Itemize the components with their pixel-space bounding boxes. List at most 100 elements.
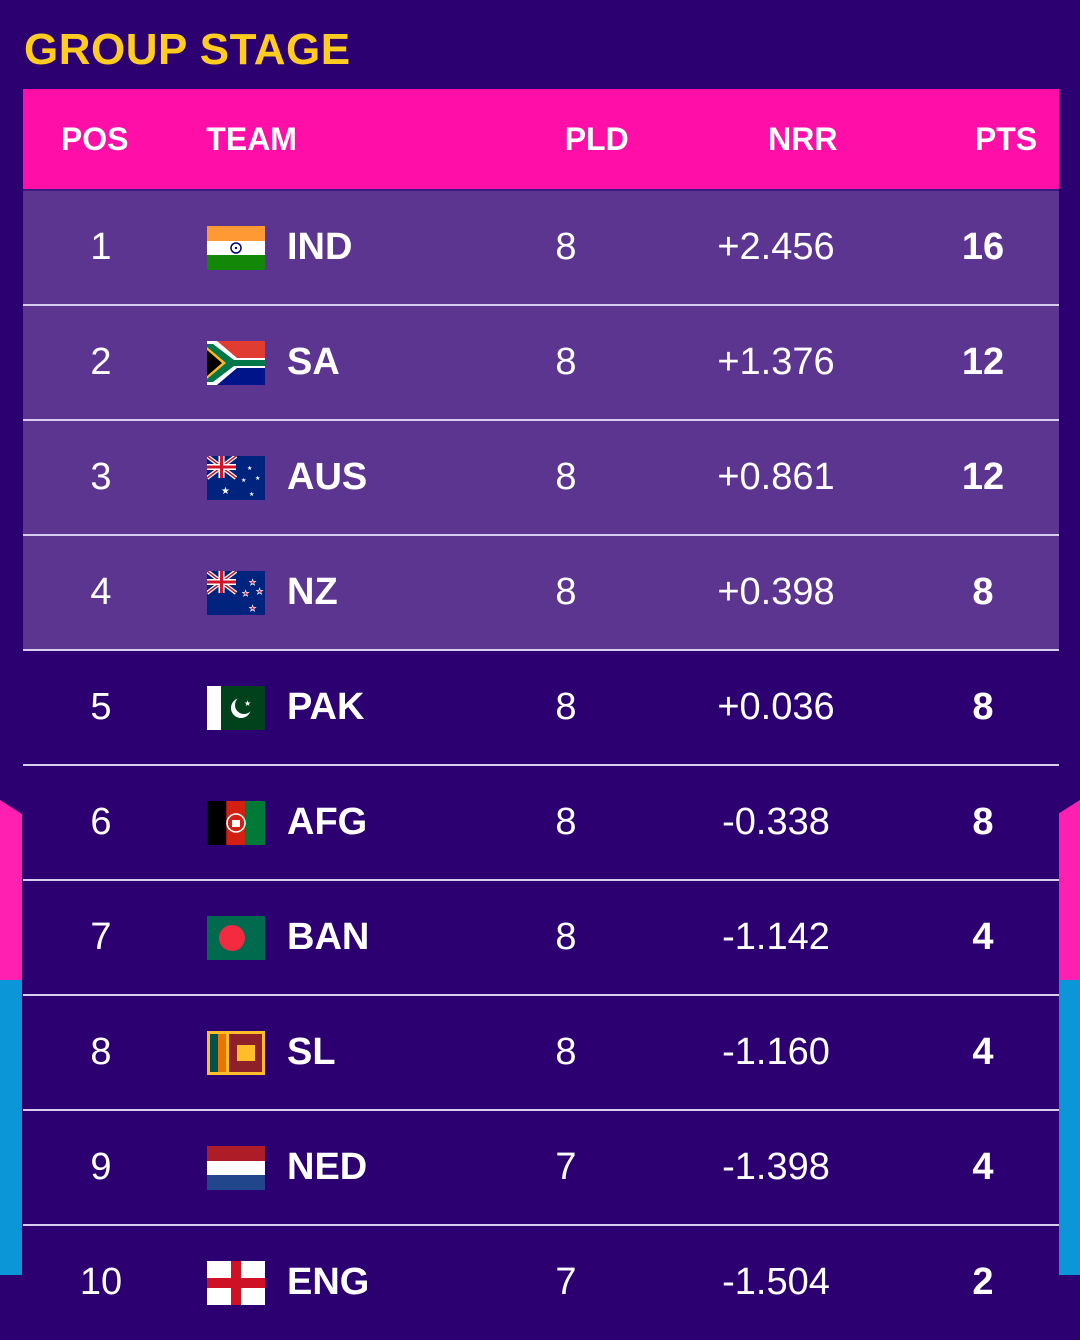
team-name: BAN bbox=[287, 916, 370, 958]
svg-text:★: ★ bbox=[249, 578, 256, 587]
row-team: NED bbox=[179, 1145, 509, 1190]
row-team: ★ ★ ★ ★ ★ AUS bbox=[179, 455, 509, 500]
row-pos: 1 bbox=[90, 226, 112, 268]
south-africa-flag-icon bbox=[207, 340, 265, 385]
right-accent-pink bbox=[1058, 800, 1080, 980]
table-row[interactable]: 5 ★ PAK 8 +0.036 8 bbox=[23, 651, 1059, 766]
row-pld: 8 bbox=[555, 341, 577, 383]
table-row[interactable]: 2 SA 8 +1.376 12 bbox=[23, 306, 1059, 421]
team-name: AUS bbox=[287, 456, 368, 498]
row-pts: 2 bbox=[972, 1261, 994, 1303]
row-nrr: +0.861 bbox=[717, 456, 835, 498]
row-pos: 10 bbox=[79, 1261, 123, 1303]
column-header-nrr: NRR bbox=[768, 120, 838, 157]
row-nrr: +2.456 bbox=[717, 226, 835, 268]
row-nrr: -1.398 bbox=[722, 1146, 830, 1188]
column-header-pts: PTS bbox=[974, 120, 1038, 157]
table-row[interactable]: 4 ★ ★ ★ ★ NZ 8 +0.398 8 bbox=[23, 536, 1059, 651]
svg-text:★: ★ bbox=[255, 475, 260, 482]
team-name: AFG bbox=[287, 801, 368, 843]
row-pos: 7 bbox=[90, 916, 112, 958]
row-pld: 8 bbox=[555, 1031, 577, 1073]
table-header: POS TEAM PLD NRR PTS bbox=[23, 89, 1059, 191]
team-name: IND bbox=[287, 226, 353, 268]
row-team: ENG bbox=[179, 1260, 509, 1305]
row-pts: 8 bbox=[972, 686, 994, 728]
row-pos: 3 bbox=[90, 456, 112, 498]
netherlands-flag-icon bbox=[207, 1145, 265, 1190]
row-nrr: +1.376 bbox=[717, 341, 835, 383]
team-name: PAK bbox=[287, 686, 365, 728]
row-pts: 4 bbox=[972, 916, 994, 958]
india-flag-icon bbox=[207, 225, 265, 270]
row-team: SL bbox=[179, 1030, 509, 1075]
row-team: ★ ★ ★ ★ NZ bbox=[179, 570, 509, 615]
row-team: ★ PAK bbox=[179, 685, 509, 730]
pakistan-flag-icon: ★ bbox=[207, 685, 265, 730]
row-nrr: -1.504 bbox=[722, 1261, 830, 1303]
table-row[interactable]: 7 BAN 8 -1.142 4 bbox=[23, 881, 1059, 996]
table-row[interactable]: 6 AFG 8 -0.338 8 bbox=[23, 766, 1059, 881]
table-row[interactable]: 9 NED 7 -1.398 4 bbox=[23, 1111, 1059, 1226]
table-row[interactable]: 10 ENG 7 -1.504 2 bbox=[23, 1226, 1059, 1339]
row-pos: 6 bbox=[90, 801, 112, 843]
bangladesh-flag-icon bbox=[207, 915, 265, 960]
row-nrr: -1.160 bbox=[722, 1031, 830, 1073]
row-pos: 4 bbox=[90, 571, 112, 613]
row-nrr: -0.338 bbox=[722, 801, 830, 843]
row-pos: 2 bbox=[90, 341, 112, 383]
svg-text:★: ★ bbox=[221, 486, 230, 497]
row-team: IND bbox=[179, 225, 509, 270]
right-accent-blue bbox=[1058, 980, 1080, 1275]
column-header-team: TEAM bbox=[206, 120, 297, 157]
row-pos: 5 bbox=[90, 686, 112, 728]
table-row[interactable]: 8 SL 8 -1.160 4 bbox=[23, 996, 1059, 1111]
row-pts: 4 bbox=[972, 1146, 994, 1188]
row-pld: 8 bbox=[555, 226, 577, 268]
row-nrr: -1.142 bbox=[722, 916, 830, 958]
left-accent-pink bbox=[0, 800, 22, 980]
row-nrr: +0.036 bbox=[717, 686, 835, 728]
row-pts: 16 bbox=[961, 226, 1005, 268]
row-pts: 8 bbox=[972, 801, 994, 843]
svg-text:★: ★ bbox=[244, 699, 251, 708]
row-team: BAN bbox=[179, 915, 509, 960]
table-row[interactable]: 3 ★ ★ ★ ★ ★ AUS 8 +0.861 12 bbox=[23, 421, 1059, 536]
row-pts: 4 bbox=[972, 1031, 994, 1073]
team-name: NED bbox=[287, 1146, 368, 1188]
row-pos: 8 bbox=[90, 1031, 112, 1073]
row-pld: 7 bbox=[555, 1261, 577, 1303]
standings-table: POS TEAM PLD NRR PTS 1 IND 8 +2.456 16 2 bbox=[23, 89, 1059, 1339]
sri-lanka-flag-icon bbox=[207, 1030, 265, 1075]
new-zealand-flag-icon: ★ ★ ★ ★ bbox=[207, 570, 265, 615]
row-pld: 7 bbox=[555, 1146, 577, 1188]
team-name: ENG bbox=[287, 1261, 370, 1303]
svg-text:★: ★ bbox=[249, 604, 256, 613]
afghanistan-flag-icon bbox=[207, 800, 265, 845]
row-pos: 9 bbox=[90, 1146, 112, 1188]
page-title: GROUP STAGE bbox=[24, 25, 351, 74]
svg-text:★: ★ bbox=[242, 589, 249, 598]
australia-flag-icon: ★ ★ ★ ★ ★ bbox=[207, 455, 265, 500]
column-header-pld: PLD bbox=[564, 120, 629, 157]
team-name: NZ bbox=[287, 571, 338, 613]
row-pts: 12 bbox=[961, 456, 1005, 498]
row-team: SA bbox=[179, 340, 509, 385]
row-pld: 8 bbox=[555, 916, 577, 958]
team-name: SL bbox=[287, 1031, 336, 1073]
svg-text:★: ★ bbox=[249, 491, 254, 498]
svg-text:★: ★ bbox=[241, 477, 246, 484]
row-pld: 8 bbox=[555, 456, 577, 498]
row-pts: 12 bbox=[961, 341, 1005, 383]
svg-text:★: ★ bbox=[256, 587, 263, 596]
svg-text:★: ★ bbox=[247, 465, 252, 472]
row-nrr: +0.398 bbox=[717, 571, 835, 613]
england-flag-icon bbox=[207, 1260, 265, 1305]
row-pld: 8 bbox=[555, 801, 577, 843]
table-row[interactable]: 1 IND 8 +2.456 16 bbox=[23, 191, 1059, 306]
team-name: SA bbox=[287, 341, 340, 383]
row-pts: 8 bbox=[972, 571, 994, 613]
column-header-pos: POS bbox=[60, 120, 129, 157]
row-pld: 8 bbox=[555, 686, 577, 728]
left-accent-blue bbox=[0, 980, 22, 1275]
